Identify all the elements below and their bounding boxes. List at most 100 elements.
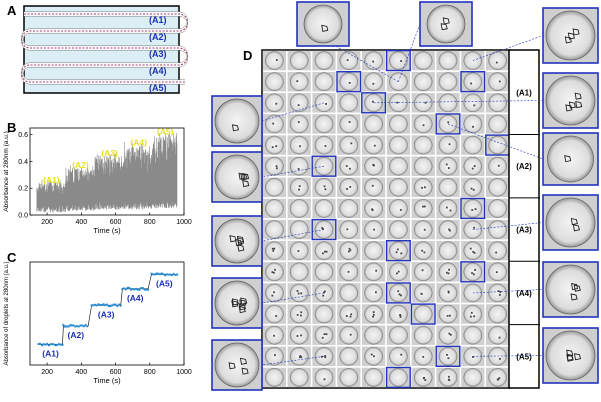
crystal: [449, 209, 452, 212]
crystal: [241, 172, 250, 181]
droplet-cell: [385, 240, 411, 262]
absorbance-trace: [36, 132, 178, 213]
droplet-cell: [411, 156, 435, 176]
droplet-point: [152, 273, 155, 276]
crystal: [372, 313, 375, 316]
crystal: [397, 290, 400, 293]
crystal: [322, 252, 324, 255]
droplet-cell: [411, 346, 435, 367]
droplet: [438, 262, 458, 282]
crystal: [447, 375, 450, 378]
crystal: [572, 224, 580, 232]
crystal: [275, 315, 278, 317]
x-tick-label: 400: [75, 219, 87, 226]
droplet-point: [171, 274, 174, 277]
droplet: [463, 156, 483, 176]
crystal: [373, 164, 375, 167]
step-label-a4: (A4): [127, 293, 144, 303]
droplet-cell: [411, 198, 435, 219]
droplet: [364, 283, 383, 303]
crystal: [240, 297, 248, 305]
droplet-cell: [336, 71, 362, 93]
crystal: [271, 294, 274, 297]
crystal: [447, 357, 450, 360]
droplet-cell: [287, 367, 311, 388]
crystal: [498, 377, 501, 379]
droplet: [364, 51, 383, 70]
crystal: [471, 167, 474, 170]
droplet: [438, 93, 458, 113]
droplet-point: [136, 288, 139, 291]
droplet: [314, 325, 334, 345]
crystal: [440, 23, 448, 31]
droplet-point: [102, 303, 105, 306]
crystal: [348, 247, 351, 250]
droplet-cell: [312, 325, 336, 345]
droplet: [289, 51, 309, 70]
zoom-inset: [211, 151, 325, 203]
droplet-cell: [312, 304, 336, 324]
droplet-cell: [312, 198, 336, 219]
droplet-cell: [287, 198, 311, 219]
crystal: [396, 272, 398, 275]
crystal: [469, 315, 472, 318]
droplet-cell: [436, 71, 460, 92]
step-connector: [147, 274, 152, 289]
crystal: [296, 313, 299, 316]
crystal: [346, 188, 349, 190]
droplet-cell: [386, 135, 410, 155]
crystal: [272, 122, 275, 125]
y-tick-label: 0.2: [18, 186, 28, 193]
crystal: [325, 333, 328, 336]
droplet: [314, 114, 334, 134]
droplet-cell: [287, 262, 311, 282]
crystal: [497, 290, 500, 292]
droplet: [389, 368, 408, 387]
droplet: [488, 72, 507, 91]
droplet-point: [72, 324, 75, 327]
crystal: [495, 251, 498, 254]
segment-label-a5: (A5): [157, 127, 174, 137]
droplet-cell: [386, 177, 410, 198]
highlighted-droplet: [311, 155, 337, 177]
droplet-point: [37, 343, 40, 346]
droplet-point: [84, 324, 87, 327]
segment-label-a2: (A2): [72, 160, 89, 170]
droplet-point: [86, 325, 89, 328]
droplet-cell: [337, 198, 361, 219]
zoom-inset: [472, 194, 599, 251]
droplet-cell: [486, 198, 510, 219]
droplet: [339, 51, 359, 70]
step-connector: [120, 288, 123, 306]
crystal: [470, 82, 473, 85]
crystal: [231, 300, 239, 308]
crystal: [564, 155, 572, 163]
droplet-cell: [262, 177, 286, 198]
x-tick-label: 400: [75, 369, 87, 376]
step-connector: [87, 305, 92, 326]
droplet-point: [61, 343, 64, 346]
droplet-cell: [411, 325, 435, 345]
zoom-connector: [261, 229, 325, 242]
crystal: [349, 315, 352, 318]
droplet-point: [160, 272, 163, 275]
droplet-point: [165, 273, 168, 276]
droplet-cell: [386, 262, 410, 282]
crystal: [238, 303, 246, 311]
droplet: [339, 72, 359, 91]
droplet: [413, 93, 433, 113]
crystal: [398, 293, 401, 296]
droplet-point: [107, 305, 110, 308]
crystal: [272, 249, 275, 252]
crystal: [396, 101, 399, 104]
droplet: [463, 241, 483, 260]
droplet: [289, 304, 309, 324]
crystal: [423, 205, 426, 208]
crystal: [348, 121, 351, 123]
droplet: [488, 51, 507, 70]
crystal: [324, 145, 327, 147]
crystal: [375, 269, 378, 272]
droplet-point: [116, 305, 119, 308]
droplet: [265, 241, 284, 260]
crystal: [421, 269, 424, 272]
